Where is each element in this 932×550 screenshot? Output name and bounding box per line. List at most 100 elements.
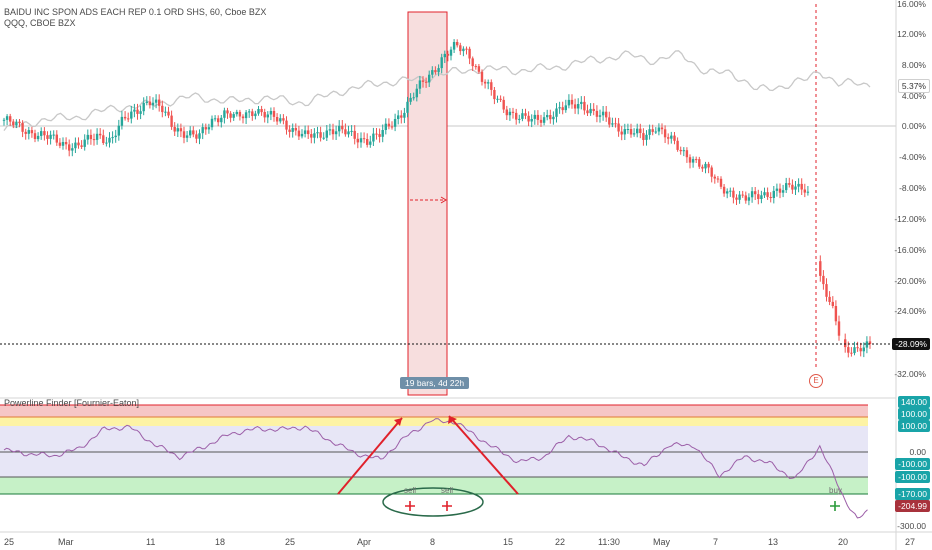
candle-body bbox=[825, 284, 828, 297]
candle-body bbox=[483, 81, 487, 84]
candle-body bbox=[763, 192, 766, 196]
candle-body bbox=[241, 116, 245, 119]
candle-body bbox=[614, 123, 617, 125]
candle-body bbox=[620, 131, 623, 135]
candle-body bbox=[648, 129, 651, 135]
candle-body bbox=[328, 129, 332, 131]
candle-body bbox=[695, 159, 698, 161]
compare-value-badge: 5.37% bbox=[897, 79, 930, 93]
candle-body bbox=[86, 134, 89, 140]
candle-body bbox=[549, 115, 552, 120]
candle-body bbox=[735, 197, 738, 200]
sell-signal-marker-2 bbox=[442, 501, 452, 511]
candle-body bbox=[319, 132, 322, 138]
candle-body bbox=[142, 102, 145, 112]
candle-body bbox=[713, 176, 716, 179]
candle-body bbox=[341, 125, 344, 130]
candle-body bbox=[573, 104, 577, 109]
candle-body bbox=[207, 127, 211, 130]
candle-body bbox=[754, 191, 757, 195]
candle-body bbox=[105, 142, 108, 144]
candle-body bbox=[71, 148, 74, 151]
candle-body bbox=[2, 119, 6, 121]
candle-body bbox=[167, 111, 170, 116]
oscillator-line bbox=[3, 418, 868, 519]
candle-body bbox=[831, 301, 834, 306]
candle-body bbox=[577, 104, 580, 109]
candle-body bbox=[266, 114, 269, 118]
candle-body bbox=[518, 118, 521, 120]
candle-body bbox=[819, 261, 822, 276]
candle-body bbox=[487, 82, 490, 84]
candle-body bbox=[36, 135, 40, 140]
candle-body bbox=[698, 159, 701, 167]
measure-label: 19 bars, 4d 22h bbox=[400, 377, 470, 389]
candle-body bbox=[446, 53, 450, 56]
candle-body bbox=[313, 133, 316, 138]
candle-body bbox=[567, 99, 571, 106]
candle-body bbox=[387, 123, 391, 127]
candle-body bbox=[288, 129, 291, 132]
time-axis-label: 22 bbox=[555, 537, 566, 547]
candle-body bbox=[757, 194, 760, 199]
candle-body bbox=[437, 68, 440, 73]
indicator-pane[interactable] bbox=[0, 404, 868, 519]
symbol-title[interactable]: BAIDU INC SPON ADS EACH REP 0.1 ORD SHS,… bbox=[4, 7, 267, 17]
candle-body bbox=[229, 113, 232, 118]
compare-title[interactable]: QQQ, CBOE BZX bbox=[4, 18, 76, 28]
candle-body bbox=[539, 119, 543, 123]
signal-ellipse bbox=[382, 487, 484, 517]
candle-body bbox=[254, 113, 257, 117]
candle-body bbox=[359, 138, 363, 143]
candle-body bbox=[837, 321, 841, 336]
candle-body bbox=[92, 139, 96, 141]
indicator-title[interactable]: Powerline Finder [Fournier-Eaton] bbox=[4, 398, 140, 408]
candle-body bbox=[285, 120, 288, 130]
candle-body bbox=[853, 347, 856, 354]
annotation-arrow-1 bbox=[337, 417, 403, 495]
candle-body bbox=[788, 183, 791, 185]
candle-body bbox=[322, 137, 325, 139]
candle-body bbox=[595, 110, 599, 117]
candle-body bbox=[617, 123, 620, 132]
candle-body bbox=[828, 296, 831, 302]
price-pane[interactable] bbox=[0, 0, 896, 398]
candle-body bbox=[350, 130, 353, 132]
zone-red bbox=[0, 405, 868, 417]
indicator-level-badge: 100.00 bbox=[898, 408, 930, 420]
candle-body bbox=[505, 109, 508, 116]
candle-body bbox=[381, 130, 384, 137]
candle-body bbox=[415, 88, 418, 98]
candle-body bbox=[235, 111, 238, 115]
candle-body bbox=[738, 194, 741, 200]
candle-body bbox=[347, 131, 350, 135]
candle-body bbox=[611, 123, 614, 125]
candle-body bbox=[797, 183, 800, 187]
candle-body bbox=[310, 134, 313, 138]
candle-body bbox=[9, 116, 12, 122]
candle-body bbox=[701, 166, 704, 169]
candle-body bbox=[645, 134, 648, 140]
candle-body bbox=[114, 135, 117, 138]
price-axis-label: -24.00% bbox=[894, 306, 926, 316]
candle-body bbox=[325, 130, 328, 138]
candle-body bbox=[527, 115, 530, 122]
candle-body bbox=[462, 48, 465, 52]
candle-body bbox=[55, 134, 58, 143]
candle-body bbox=[558, 107, 561, 109]
candle-body bbox=[173, 126, 176, 132]
candle-body bbox=[598, 115, 602, 117]
candle-body bbox=[384, 123, 387, 130]
time-axis-label: 11:30 bbox=[598, 537, 620, 547]
candle-body bbox=[477, 66, 481, 72]
candle-body bbox=[412, 97, 415, 99]
candle-body bbox=[716, 178, 720, 180]
candle-body bbox=[77, 142, 80, 146]
earnings-marker[interactable]: E bbox=[809, 374, 823, 388]
candle-body bbox=[499, 98, 502, 100]
candle-body bbox=[161, 105, 164, 113]
candle-body bbox=[83, 139, 86, 147]
candle-body bbox=[663, 129, 667, 138]
measure-range-box[interactable] bbox=[407, 11, 448, 396]
